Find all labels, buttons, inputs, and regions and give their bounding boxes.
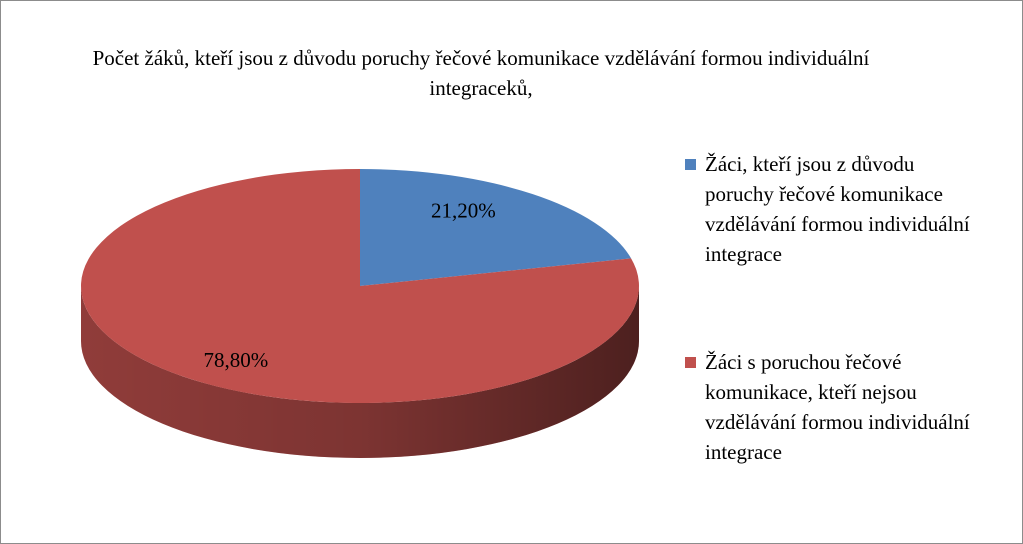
data-label: 78,80% [204, 348, 269, 372]
legend-label: Žáci, kteří jsou z důvodu poruchy řečové… [705, 152, 970, 266]
legend: Žáci, kteří jsou z důvodu poruchy řečové… [683, 149, 983, 543]
legend-entry: Žáci, kteří jsou z důvodu poruchy řečové… [683, 149, 983, 269]
legend-entry: Žáci s poruchou řečové komunikace, kteří… [683, 347, 983, 467]
data-label: 21,20% [431, 199, 496, 223]
legend-label: Žáci s poruchou řečové komunikace, kteří… [705, 350, 970, 464]
slice [81, 169, 639, 403]
legend-swatch [685, 357, 696, 368]
slice-side-shade [81, 286, 639, 458]
chart-title: Počet žáků, kteří jsou z důvodu poruchy … [92, 46, 870, 100]
slice [360, 169, 632, 286]
legend-swatch [685, 159, 696, 170]
